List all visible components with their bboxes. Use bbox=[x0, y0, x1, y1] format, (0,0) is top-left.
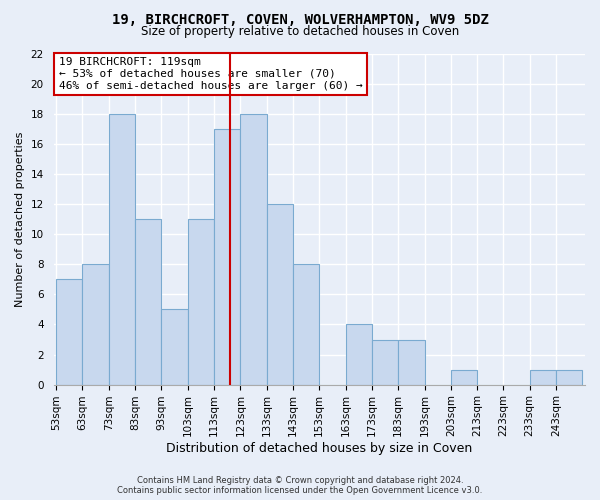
Bar bbox=[293, 264, 319, 384]
Y-axis label: Number of detached properties: Number of detached properties bbox=[15, 132, 25, 307]
Bar bbox=[109, 114, 135, 384]
Bar bbox=[56, 280, 82, 384]
Text: Size of property relative to detached houses in Coven: Size of property relative to detached ho… bbox=[141, 25, 459, 38]
Bar bbox=[266, 204, 293, 384]
Text: Contains HM Land Registry data © Crown copyright and database right 2024.
Contai: Contains HM Land Registry data © Crown c… bbox=[118, 476, 482, 495]
Bar bbox=[372, 340, 398, 384]
Bar bbox=[241, 114, 266, 384]
Bar bbox=[346, 324, 372, 384]
Bar bbox=[530, 370, 556, 384]
X-axis label: Distribution of detached houses by size in Coven: Distribution of detached houses by size … bbox=[166, 442, 472, 455]
Bar bbox=[82, 264, 109, 384]
Bar bbox=[188, 220, 214, 384]
Bar bbox=[556, 370, 583, 384]
Bar bbox=[161, 310, 188, 384]
Text: 19 BIRCHCROFT: 119sqm
← 53% of detached houses are smaller (70)
46% of semi-deta: 19 BIRCHCROFT: 119sqm ← 53% of detached … bbox=[59, 58, 362, 90]
Bar bbox=[398, 340, 425, 384]
Text: 19, BIRCHCROFT, COVEN, WOLVERHAMPTON, WV9 5DZ: 19, BIRCHCROFT, COVEN, WOLVERHAMPTON, WV… bbox=[112, 12, 488, 26]
Bar bbox=[135, 220, 161, 384]
Bar bbox=[451, 370, 477, 384]
Bar bbox=[214, 129, 241, 384]
